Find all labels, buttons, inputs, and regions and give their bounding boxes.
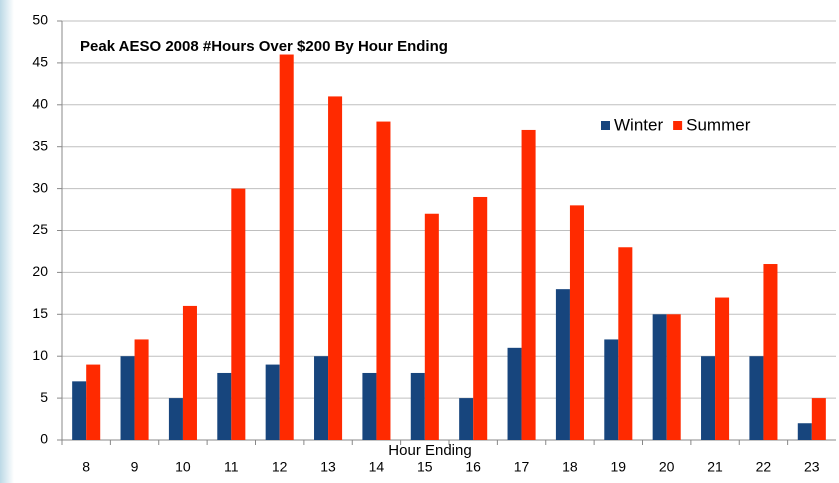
y-tick-label: 50 xyxy=(32,12,48,28)
bar xyxy=(555,289,570,440)
x-tick-label: 14 xyxy=(369,459,385,475)
x-tick-label: 13 xyxy=(320,459,336,475)
bar xyxy=(569,205,584,440)
bar xyxy=(459,398,474,440)
x-tick-label: 19 xyxy=(611,459,627,475)
edge-shade xyxy=(0,0,14,483)
x-tick-label: 23 xyxy=(804,459,820,475)
bar xyxy=(265,364,280,440)
bar xyxy=(362,372,377,440)
bar xyxy=(134,339,149,440)
y-tick-label: 35 xyxy=(32,137,48,153)
x-tick-label: 20 xyxy=(659,459,675,475)
legend-label: Winter xyxy=(614,115,663,134)
x-tick-label: 21 xyxy=(707,459,723,475)
y-tick-label: 15 xyxy=(32,305,48,321)
y-tick-label: 40 xyxy=(32,96,48,112)
bar xyxy=(618,247,633,440)
bar xyxy=(182,305,197,440)
y-tick-label: 20 xyxy=(32,263,48,279)
y-tick-label: 0 xyxy=(40,431,48,447)
bar xyxy=(763,264,778,440)
y-tick-label: 10 xyxy=(32,347,48,363)
legend-swatch xyxy=(601,121,610,130)
x-tick-label: 17 xyxy=(514,459,530,475)
bar xyxy=(231,188,246,440)
x-tick-label: 11 xyxy=(224,459,239,475)
bar xyxy=(715,297,730,440)
bar xyxy=(604,339,619,440)
x-tick-label: 12 xyxy=(272,459,288,475)
x-tick-label: 22 xyxy=(756,459,772,475)
x-tick-label: 15 xyxy=(417,459,433,475)
bar xyxy=(120,356,135,440)
y-tick-label: 45 xyxy=(32,54,48,70)
x-tick-label: 8 xyxy=(82,459,90,475)
bar xyxy=(521,129,536,440)
bar xyxy=(797,423,812,440)
bar xyxy=(86,364,101,440)
bar xyxy=(376,121,391,440)
y-tick-label: 25 xyxy=(32,221,48,237)
x-tick-label: 18 xyxy=(562,459,578,475)
chart-title: Peak AESO 2008 #Hours Over $200 By Hour … xyxy=(80,38,448,55)
bar xyxy=(217,372,232,440)
bar xyxy=(811,398,826,440)
y-tick-label: 30 xyxy=(32,179,48,195)
bar xyxy=(666,314,681,440)
bar xyxy=(328,96,343,441)
x-tick-label: 10 xyxy=(175,459,191,475)
bar xyxy=(701,356,716,440)
bar xyxy=(410,372,425,440)
bar xyxy=(652,314,667,440)
bar xyxy=(168,398,183,440)
legend-swatch xyxy=(673,121,683,130)
bar xyxy=(424,213,439,440)
x-axis-label: Hour Ending xyxy=(388,442,471,459)
bar xyxy=(473,196,488,440)
bar xyxy=(749,356,764,440)
x-tick-label: 16 xyxy=(465,459,481,475)
bar xyxy=(314,356,329,440)
bar xyxy=(507,347,522,440)
bar xyxy=(279,54,294,441)
legend-label: Summer xyxy=(686,115,751,134)
bar xyxy=(72,381,87,440)
y-tick-label: 5 xyxy=(40,389,48,405)
x-tick-label: 9 xyxy=(131,459,139,475)
